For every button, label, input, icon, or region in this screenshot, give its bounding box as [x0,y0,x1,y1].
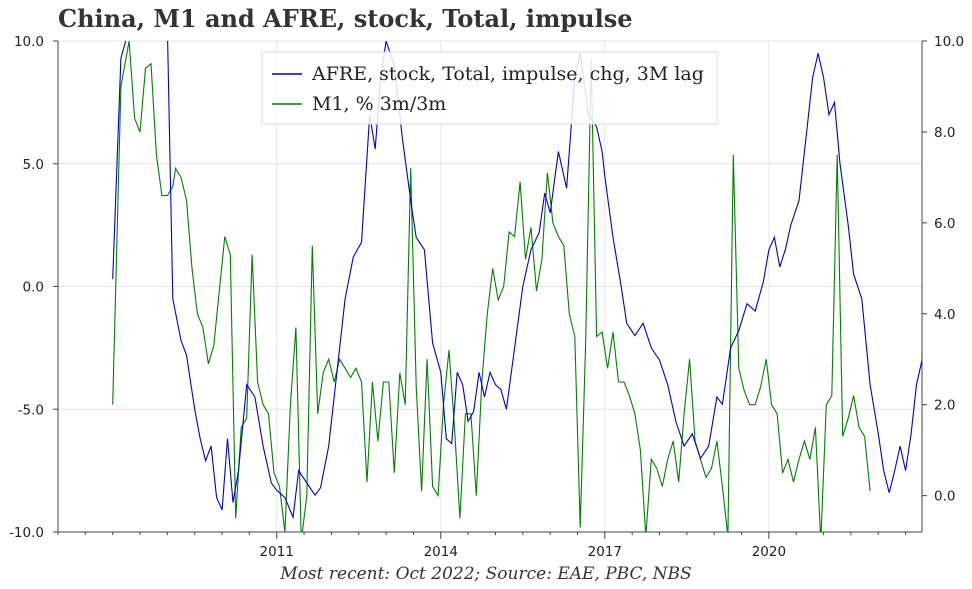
series-layer [112,41,922,532]
chart-title: China, M1 and AFRE, stock, Total, impuls… [58,4,633,33]
x-tick-label: 2020 [752,544,786,560]
left-tick-label: 0.0 [23,280,44,296]
afre-series-line [112,41,922,520]
right-tick-label: 8.0 [934,125,955,141]
legend-box [261,51,718,125]
left-axis-ticks: 10.0 5.0 0.0 -5.0 -10.0 [9,34,58,541]
left-tick-label: 5.0 [23,157,44,173]
x-tick-label: 2011 [260,544,294,560]
right-tick-label: 2.0 [934,398,955,414]
left-tick-label: -5.0 [18,402,44,418]
right-tick-label: 0.0 [934,489,955,505]
right-axis-ticks: 10.0 8.0 6.0 4.0 2.0 0.0 [922,34,964,505]
legend: AFRE, stock, Total, impulse, chg, 3M lag… [261,51,718,125]
x-tick-label: 2014 [424,544,458,560]
legend-label: M1, % 3m/3m [312,93,446,115]
x-tick-label: 2017 [588,544,622,560]
legend-label: AFRE, stock, Total, impulse, chg, 3M lag [311,63,704,85]
left-tick-label: -10.0 [9,525,44,541]
m1-series-line [112,41,871,532]
right-tick-label: 4.0 [934,307,955,323]
right-tick-label: 6.0 [934,216,955,232]
source-note: Most recent: Oct 2022; Source: EAE, PBC,… [280,564,692,584]
x-axis-ticks: 2011 2014 2017 2020 [57,532,907,560]
right-tick-label: 10.0 [934,34,964,50]
left-tick-label: 10.0 [14,34,44,50]
